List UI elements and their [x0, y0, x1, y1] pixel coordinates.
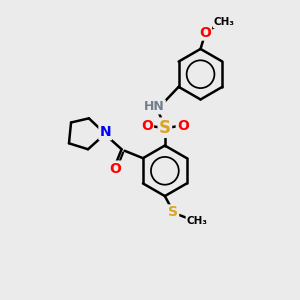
Text: O: O: [141, 119, 153, 133]
Text: CH₃: CH₃: [214, 17, 235, 27]
Text: N: N: [99, 125, 111, 139]
Text: CH₃: CH₃: [187, 216, 208, 226]
Text: O: O: [177, 119, 189, 133]
Text: O: O: [109, 162, 121, 176]
Text: S: S: [168, 206, 178, 219]
Text: S: S: [159, 119, 171, 137]
Text: O: O: [199, 26, 211, 40]
Text: HN: HN: [144, 100, 165, 113]
